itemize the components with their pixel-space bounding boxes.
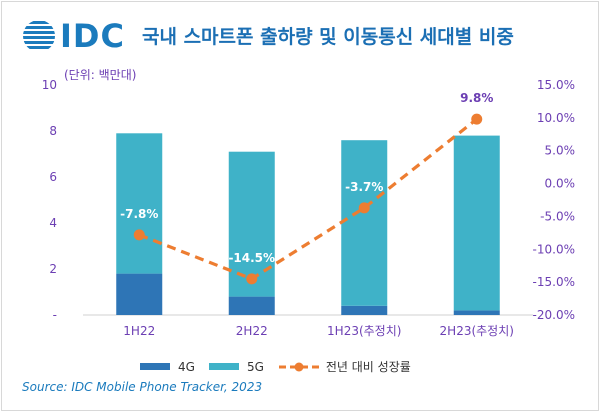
growth-data-label: -7.8% [120,207,158,221]
legend-label-4g: 4G [178,359,195,374]
y-right-tick-label: 10.0% [537,111,575,125]
y-left-tick-label: 6 [49,170,57,184]
y-right-tick-label: -20.0% [533,308,575,322]
bar-5g [453,135,500,311]
legend-label-growth: 전년 대비 성장률 [325,360,411,374]
x-category-label: 1H23(추정치) [327,324,401,338]
x-category-label: 2H22 [236,324,268,338]
legend-swatch-5g [208,363,239,370]
legend-swatch-growth [278,362,319,371]
growth-point [133,229,145,241]
y-right-tick-label: 5.0% [545,144,576,158]
y-right-tick-label: -5.0% [540,209,575,223]
y-left-tick-label: 2 [49,262,57,276]
bar-4g [453,310,500,315]
legend-swatch-4g [140,363,170,370]
idc-logo: IDC [22,16,125,56]
bar-4g [116,273,163,315]
source-note: Source: IDC Mobile Phone Tracker, 2023 [22,380,263,394]
growth-data-label: 9.8% [460,91,493,105]
bar-5g [116,133,163,274]
globe-icon [23,21,55,49]
x-category-label: 2H23(추정치) [440,324,514,338]
y-right-tick-label: -10.0% [533,242,575,256]
growth-point [358,202,370,214]
legend-item-growth: 전년 대비 성장률 [278,358,411,375]
unit-label: (단위: 백만대) [64,68,137,82]
logo-text: IDC [60,17,125,55]
y-left-tick-label: - [53,308,57,322]
bar-4g [228,296,275,315]
y-left-tick-label: 10 [42,78,57,92]
chart-title: 국내 스마트폰 출하량 및 이동통신 세대별 비중 [142,26,514,48]
growth-point [246,273,258,285]
bar-5g [228,151,275,297]
growth-point [471,113,483,125]
y-right-tick-label: 0.0% [545,177,576,191]
legend-item-5g: 5G [208,359,264,374]
x-category-label: 1H22 [123,324,155,338]
growth-line [138,117,478,281]
bar-5g [341,140,388,306]
y-left-tick-label: 8 [49,124,57,138]
y-right-tick-label: -15.0% [533,275,575,289]
legend: 4G 5G 전년 대비 성장률 [140,358,425,375]
bar-4g [341,305,388,315]
legend-label-5g: 5G [246,359,264,374]
legend-item-4g: 4G [140,360,195,374]
y-left-tick-label: 4 [49,216,57,230]
growth-data-label: -14.5% [228,251,275,265]
growth-data-label: -3.7% [345,180,383,194]
y-right-tick-label: 15.0% [537,78,575,92]
